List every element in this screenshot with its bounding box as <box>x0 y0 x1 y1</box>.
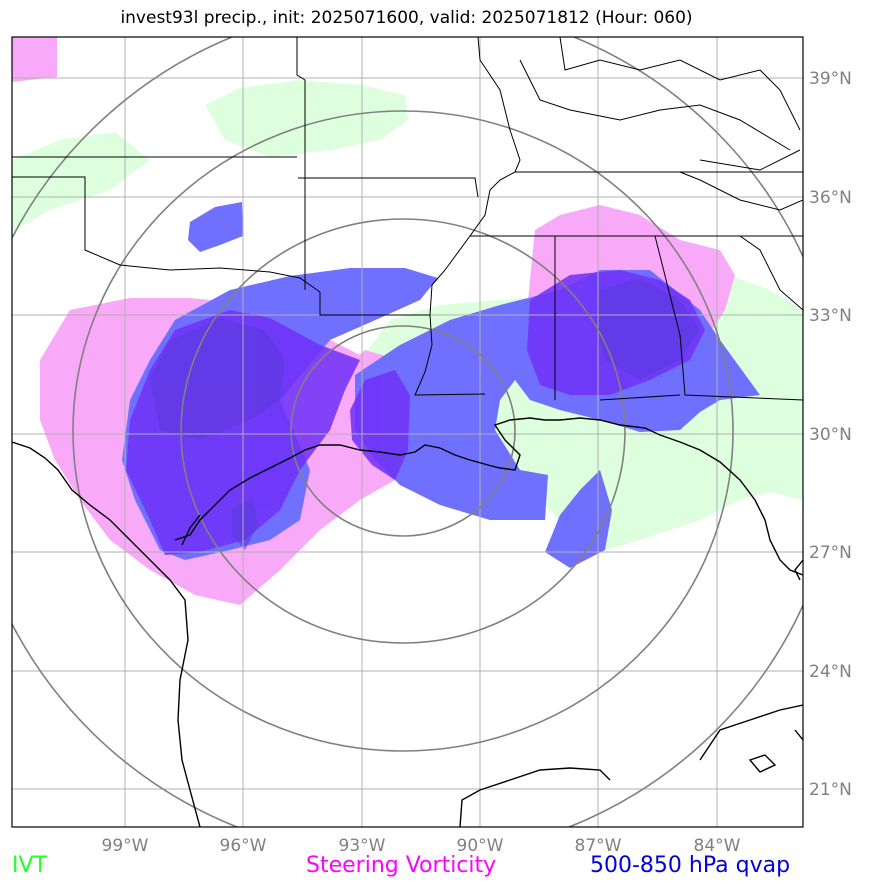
ivt-region <box>12 132 150 232</box>
ivt-region <box>205 80 408 157</box>
lat-tick-label: 21°N <box>809 780 852 800</box>
lat-tick-label: 24°N <box>809 662 852 682</box>
coastlines <box>12 417 803 827</box>
lat-tick-labels: 39°N 36°N 33°N 30°N 27°N 24°N 21°N <box>809 69 852 800</box>
lat-tick-label: 36°N <box>809 188 852 208</box>
qvap-core-region <box>350 370 410 480</box>
graticule <box>12 37 803 827</box>
lat-tick-label: 30°N <box>809 425 852 445</box>
lon-tick-labels: 99°W 96°W 93°W 90°W 87°W 84°W <box>102 836 741 856</box>
range-rings <box>12 37 803 827</box>
legend-steering-vorticity: Steering Vorticity <box>306 853 497 878</box>
vorticity-region <box>12 37 57 82</box>
lat-tick-label: 33°N <box>809 306 852 326</box>
legend-qvap: 500-850 hPa qvap <box>590 853 791 878</box>
lon-tick-label: 93°W <box>339 836 386 856</box>
lat-tick-label: 27°N <box>809 543 852 563</box>
legend-ivt: IVT <box>12 853 47 878</box>
lon-tick-label: 87°W <box>575 836 622 856</box>
qvap-region <box>545 470 612 568</box>
lon-tick-label: 84°W <box>694 836 741 856</box>
plot-border <box>11 36 804 828</box>
qvap-region <box>188 202 243 252</box>
qvap-overlap-region <box>595 278 700 380</box>
qvap-overlap-regions <box>150 278 700 550</box>
lon-tick-label: 90°W <box>457 836 504 856</box>
map-title: invest93l precip., init: 2025071600, val… <box>120 8 693 28</box>
lon-tick-label: 99°W <box>102 836 149 856</box>
state-borders <box>12 37 803 401</box>
lon-tick-label: 96°W <box>220 836 267 856</box>
qvap-overlap-region <box>150 318 285 440</box>
qvap-overlap-region <box>232 497 258 550</box>
lat-tick-label: 39°N <box>809 69 852 89</box>
